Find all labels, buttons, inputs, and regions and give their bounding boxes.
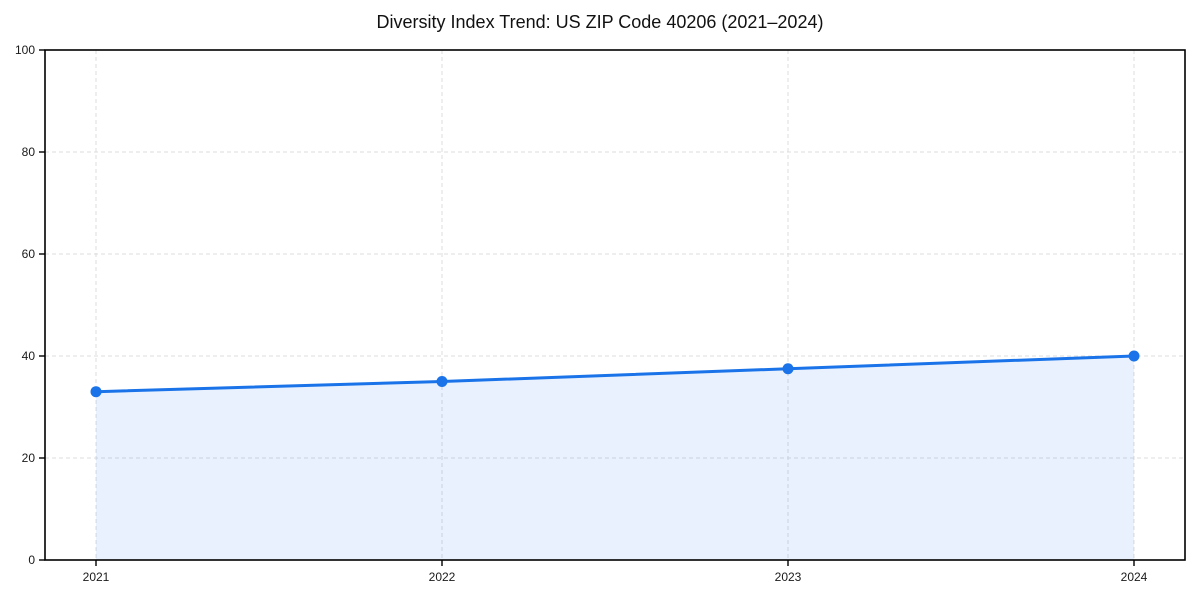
chart-title: Diversity Index Trend: US ZIP Code 40206… xyxy=(376,12,824,32)
x-tick-label: 2021 xyxy=(83,570,110,584)
data-point xyxy=(90,386,102,398)
y-tick-label: 80 xyxy=(22,145,36,159)
x-tick-label: 2024 xyxy=(1121,570,1148,584)
y-tick-label: 0 xyxy=(28,553,35,567)
y-tick-label: 100 xyxy=(15,43,35,57)
y-tick-label: 20 xyxy=(22,451,36,465)
data-line xyxy=(94,354,1136,394)
y-tick-label: 60 xyxy=(22,247,36,261)
area-fill xyxy=(96,356,1134,560)
plot-border xyxy=(44,49,1186,561)
y-tick-label: 40 xyxy=(22,349,36,363)
data-point xyxy=(782,363,794,375)
data-point xyxy=(436,376,448,387)
data-point xyxy=(1128,350,1140,362)
x-tick-label: 2023 xyxy=(775,570,802,584)
x-tick-label: 2022 xyxy=(429,570,456,584)
